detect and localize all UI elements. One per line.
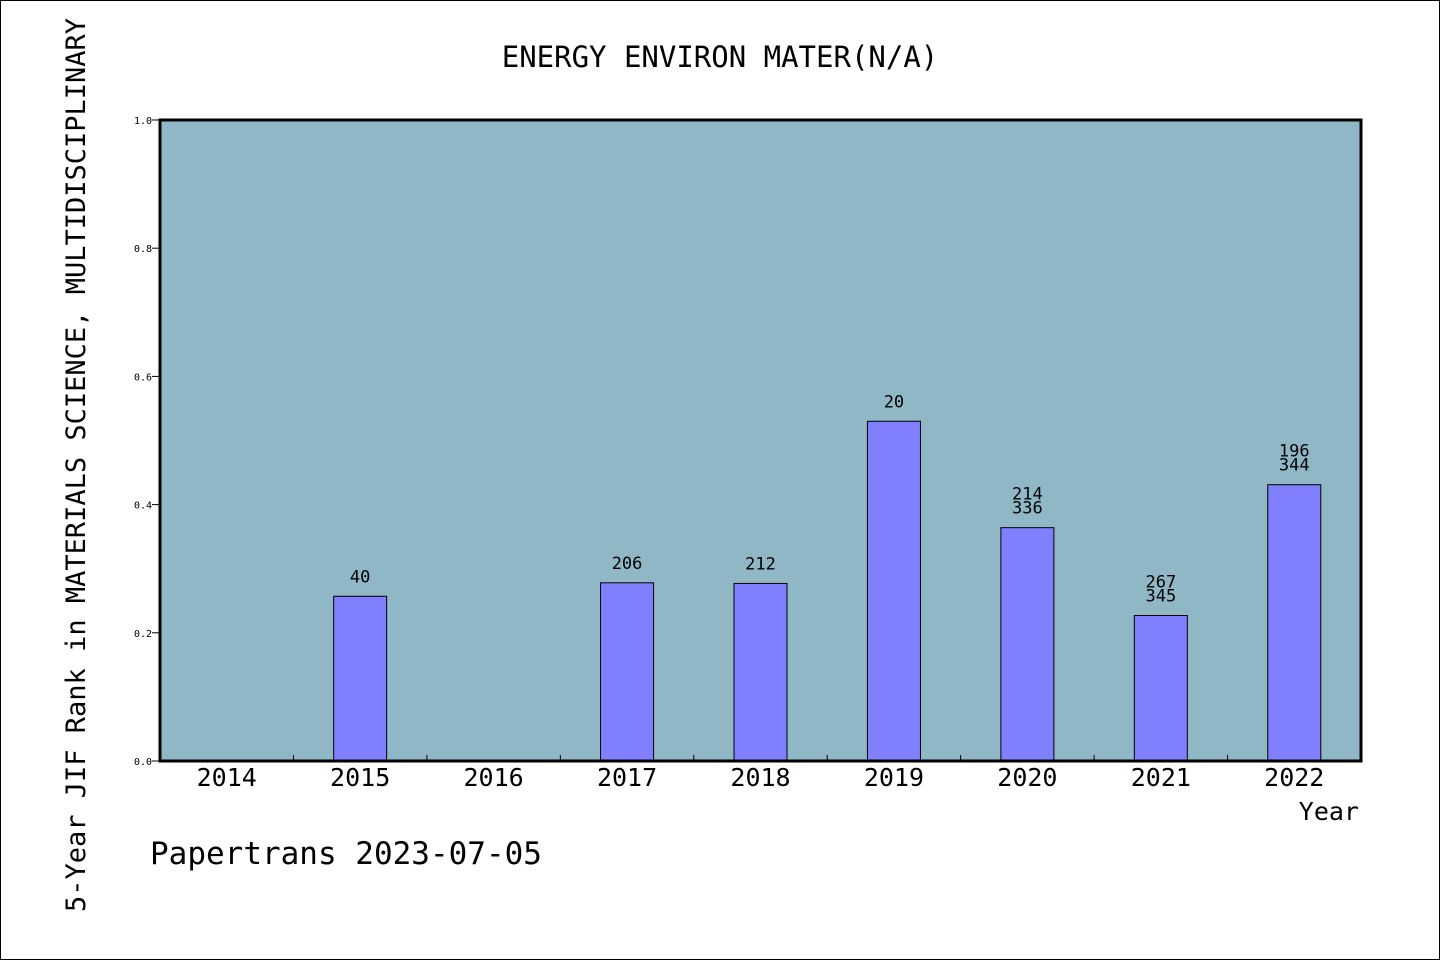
- bar-2018: [733, 582, 788, 762]
- y-tick-label: 0.8: [134, 244, 152, 255]
- bar-value-label: 345: [1145, 586, 1176, 606]
- bar-2020: [1000, 527, 1055, 762]
- x-tick-label: 2017: [597, 763, 657, 792]
- y-tick-label: 1.0: [134, 116, 152, 127]
- bar-value-label: 214: [1012, 485, 1043, 505]
- bar-2017: [600, 582, 655, 762]
- x-tick-label: 2014: [197, 763, 257, 792]
- plot-border: [158, 118, 1363, 763]
- y-tick-label: 0.6: [134, 372, 152, 383]
- x-axis-label: Year: [1299, 797, 1359, 826]
- bar-value-label: 267: [1145, 572, 1176, 592]
- bar-value-label: 20: [884, 392, 904, 412]
- bar-value-label: 336: [1012, 499, 1043, 519]
- y-axis-label: 5-Year JIF Rank in MATERIALS SCIENCE, MU…: [61, 18, 92, 912]
- x-tick-label: 2020: [997, 763, 1057, 792]
- x-tick-label: 2018: [730, 763, 790, 792]
- x-tick-label: 2021: [1131, 763, 1191, 792]
- footer-credit: Papertrans 2023-07-05: [150, 836, 542, 872]
- y-tick-label: 0.4: [134, 501, 152, 512]
- y-tick-label: 0.2: [134, 629, 152, 640]
- x-tick-label: 2019: [864, 763, 924, 792]
- bars-group: [333, 420, 1322, 762]
- x-tick-label: 2022: [1264, 763, 1324, 792]
- y-tick-label: 0.0: [134, 757, 152, 768]
- bar-value-label: 196: [1279, 442, 1310, 462]
- bar-value-label: 206: [612, 554, 643, 574]
- bar-2015: [333, 595, 388, 762]
- bar-2022: [1267, 484, 1322, 762]
- y-axis-ticks: 0.0 0.2 0.4 0.6 0.8 1.0: [134, 116, 160, 768]
- x-tick-label: 2015: [330, 763, 390, 792]
- bar-value-label: 344: [1279, 456, 1310, 476]
- x-axis-ticks: 2014 2015 2016 2017 2018 2019 2020 2021 2022: [197, 755, 1324, 792]
- bar-2019: [866, 420, 921, 762]
- chart-title: ENERGY ENVIRON MATER(N/A): [502, 40, 939, 74]
- bar-2021: [1133, 614, 1188, 762]
- x-tick-label: 2016: [464, 763, 524, 792]
- bar-value-label: 40: [350, 567, 370, 587]
- bar-value-label: 212: [745, 554, 776, 574]
